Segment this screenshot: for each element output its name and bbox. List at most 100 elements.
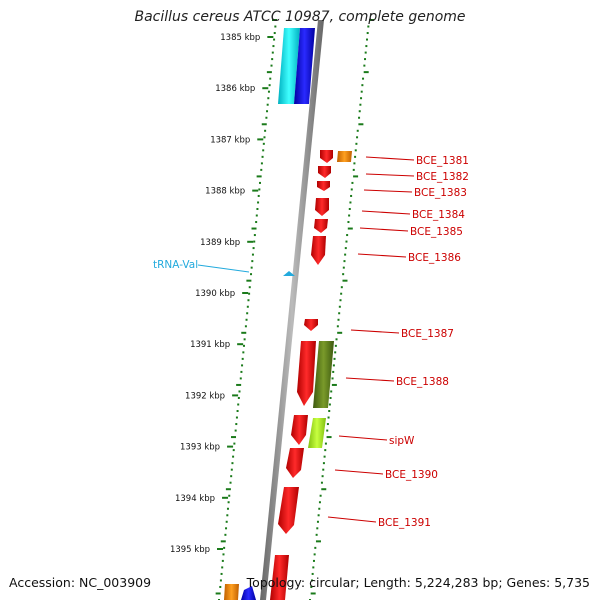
scale-dot: [232, 455, 235, 458]
gene-callout-label[interactable]: BCE_1391: [378, 517, 431, 529]
scale-dot: [274, 25, 277, 28]
gene-callout-label[interactable]: BCE_1384: [412, 209, 465, 221]
gene-bce-1388: [313, 341, 334, 408]
scale-dot: [364, 51, 367, 54]
scale-dot: [351, 181, 354, 184]
scale-dot: [239, 377, 242, 380]
gene-callout-line: [345, 377, 395, 382]
scale-dot: [253, 240, 256, 243]
scale-dot: [271, 51, 274, 54]
kbp-tick-mark: [257, 138, 264, 141]
scale-dot: [231, 462, 234, 465]
gene-callout-label[interactable]: BCE_1381: [416, 155, 469, 167]
gene-callout-label[interactable]: BCE_1388: [396, 376, 449, 388]
scale-dot: [360, 97, 363, 100]
scale-dot: [234, 429, 237, 432]
scale-dot: [253, 234, 256, 237]
scale-dot: [272, 45, 275, 48]
gene-callout-label[interactable]: BCE_1383: [414, 187, 467, 199]
scale-major-tick: [363, 71, 369, 74]
scale-dot: [326, 429, 329, 432]
scale-dot: [263, 136, 266, 139]
gene-callout-label[interactable]: BCE_1387: [401, 328, 454, 340]
scale-dot: [266, 103, 269, 106]
scale-dot: [251, 253, 254, 256]
gene-bce-1383: [317, 181, 330, 191]
scale-dot: [243, 338, 246, 341]
scale-dot: [338, 305, 341, 308]
kbp-tick-mark: [227, 445, 234, 448]
scale-dot: [237, 396, 240, 399]
scale-dot: [260, 168, 263, 171]
gene-callout-line: [361, 210, 411, 215]
scale-dot: [255, 221, 258, 224]
kbp-tick-label: 1393 kbp: [180, 443, 220, 453]
gene-callout-label[interactable]: sipW: [389, 435, 415, 447]
scale-dot: [353, 162, 356, 165]
scale-dot: [244, 325, 247, 328]
scale-dot: [225, 520, 228, 523]
gene-bce-1381: [320, 150, 333, 163]
scale-dot: [358, 110, 361, 113]
scale-dot: [270, 64, 273, 67]
scale-dot: [233, 442, 236, 445]
scale-dot: [356, 136, 359, 139]
scale-dot: [271, 58, 274, 61]
scale-dot: [225, 527, 228, 530]
scale-dot: [322, 468, 325, 471]
scale-major-tick: [251, 227, 257, 230]
scale-dot: [366, 32, 369, 35]
gene-callout-line: [359, 227, 409, 232]
gene-red-1391a: [297, 341, 316, 406]
scale-dot: [262, 149, 265, 152]
scale-dot: [347, 221, 350, 224]
gene-callout-label[interactable]: BCE_1390: [385, 469, 438, 481]
scale-major-tick: [231, 436, 237, 439]
scale-dot: [342, 266, 345, 269]
kbp-tick-mark: [222, 496, 229, 499]
scale-dot: [247, 299, 250, 302]
scale-dot: [337, 318, 340, 321]
gene-callout-line: [334, 469, 384, 475]
scale-dot: [226, 514, 229, 517]
gene-callout-label[interactable]: BCE_1385: [410, 226, 463, 238]
scale-dot: [367, 25, 370, 28]
scale-dot: [349, 201, 352, 204]
scale-dot: [343, 260, 346, 263]
gene-callout-label[interactable]: BCE_1382: [416, 171, 469, 183]
scale-dot: [360, 90, 363, 93]
scale-dot: [332, 370, 335, 373]
scale-dot: [364, 58, 367, 61]
scale-dot: [260, 162, 263, 165]
scale-major-tick: [310, 592, 316, 595]
gene-orange-bottom: [224, 584, 239, 600]
scale-major-tick: [272, 19, 277, 21]
scale-dot: [318, 501, 321, 504]
kbp-tick-label: 1385 kbp: [220, 33, 260, 43]
scale-major-tick: [261, 123, 267, 126]
scale-dot: [345, 240, 348, 243]
scale-dot: [262, 142, 265, 145]
scale-dot: [356, 129, 359, 132]
scale-dot: [248, 292, 251, 295]
scale-dot: [273, 38, 276, 41]
scale-dot: [330, 390, 333, 393]
scale-dot: [267, 97, 270, 100]
scale-dot: [340, 292, 343, 295]
scale-major-tick: [246, 279, 252, 282]
scale-dot: [354, 155, 357, 158]
scale-dot: [258, 188, 261, 191]
gene-callout-line: [350, 329, 400, 334]
scale-dot: [235, 423, 238, 426]
gene-callout-label[interactable]: BCE_1386: [408, 252, 461, 264]
gene-blue-bottom: [241, 586, 256, 600]
scale-major-tick: [326, 436, 332, 439]
scale-dot: [255, 214, 258, 217]
scale-dot: [317, 514, 320, 517]
scale-dot: [250, 273, 253, 276]
gene-blue-top: [294, 28, 315, 104]
scale-major-tick: [215, 592, 221, 595]
scale-dot: [328, 410, 331, 413]
kbp-tick-mark: [267, 36, 274, 38]
